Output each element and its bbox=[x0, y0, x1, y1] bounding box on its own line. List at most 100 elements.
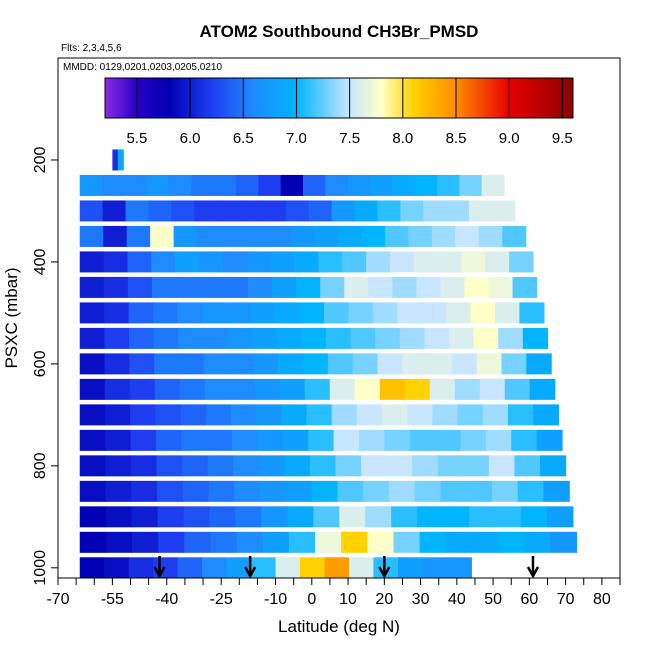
heatmap-cell bbox=[485, 429, 512, 451]
x-tick-label: -25 bbox=[210, 591, 233, 608]
heatmap-cell bbox=[393, 531, 421, 553]
chart-title: ATOM2 Southbound CH3Br_PMSD bbox=[200, 22, 479, 41]
heatmap-cell bbox=[533, 404, 559, 426]
heatmap-cell bbox=[361, 455, 388, 477]
heatmap-cell bbox=[126, 225, 151, 247]
heatmap-cell bbox=[311, 480, 338, 502]
heatmap-cell bbox=[373, 557, 399, 579]
heatmap-cell bbox=[128, 302, 154, 324]
heatmap-cell bbox=[320, 276, 345, 298]
heatmap-cell bbox=[254, 378, 281, 400]
heatmap-cell bbox=[414, 174, 438, 196]
heatmap-cell bbox=[479, 378, 506, 400]
heatmap-cell bbox=[148, 200, 172, 222]
heatmap-cell bbox=[79, 353, 106, 375]
y-axis: 200 400 600 800 1000 bbox=[32, 147, 59, 586]
heatmap-cell bbox=[511, 429, 538, 451]
heatmap-cell bbox=[79, 251, 105, 273]
heatmap-cell bbox=[178, 327, 204, 349]
heatmap-cell bbox=[194, 200, 218, 222]
heatmap-cell bbox=[130, 429, 157, 451]
heatmap-cell bbox=[451, 353, 478, 375]
y-tick-label: 600 bbox=[32, 350, 49, 377]
heatmap-cell bbox=[262, 531, 290, 553]
heatmap-cell bbox=[361, 225, 386, 247]
heatmap-cell bbox=[443, 506, 470, 528]
heatmap-cell bbox=[229, 378, 256, 400]
heatmap-cell bbox=[275, 302, 301, 324]
heatmap-cell bbox=[423, 200, 447, 222]
x-tick-label: 60 bbox=[520, 591, 538, 608]
colorbar-gradient bbox=[104, 77, 574, 119]
heatmap-cell bbox=[324, 557, 350, 579]
heatmap-cell bbox=[352, 353, 379, 375]
heatmap-cell bbox=[449, 327, 475, 349]
x-axis-label: Latitude (deg N) bbox=[278, 617, 400, 636]
heatmap-cell bbox=[79, 480, 107, 502]
heatmap-cell bbox=[128, 327, 155, 349]
heatmap-cell bbox=[261, 506, 288, 528]
heatmap-cell bbox=[495, 302, 521, 324]
heatmap-cell bbox=[446, 557, 472, 579]
heatmap-cell bbox=[354, 200, 379, 222]
heatmap-cell bbox=[146, 174, 170, 196]
heatmap-cell bbox=[127, 251, 152, 273]
heatmap-cell bbox=[154, 353, 180, 375]
heatmap-cell bbox=[253, 353, 279, 375]
heatmap-cell bbox=[457, 404, 484, 426]
colorbar-tick-label: 6.0 bbox=[180, 130, 201, 147]
heatmap-cell bbox=[502, 225, 527, 247]
heatmap-cell bbox=[466, 480, 493, 502]
x-tick-label: 50 bbox=[484, 591, 502, 608]
heatmap-cell bbox=[178, 353, 205, 375]
heatmap-cell bbox=[446, 302, 472, 324]
heatmap-cell bbox=[235, 506, 263, 528]
heatmap-cell bbox=[79, 531, 107, 553]
heatmap-cell bbox=[117, 149, 124, 171]
heatmap-cell bbox=[104, 557, 130, 579]
heatmap-cell bbox=[318, 251, 343, 273]
heatmap-cell bbox=[213, 174, 237, 196]
heatmap-cell bbox=[252, 327, 278, 349]
heatmap-cell bbox=[104, 353, 130, 375]
heatmap-cell bbox=[204, 378, 231, 400]
heatmap-cell bbox=[280, 174, 304, 196]
heatmap-cell bbox=[105, 480, 132, 502]
heatmap-cell bbox=[171, 200, 195, 222]
heatmap-cell bbox=[512, 276, 538, 298]
heatmap-cell bbox=[102, 200, 127, 222]
heatmap-cell bbox=[402, 353, 428, 375]
heatmap-cell bbox=[435, 429, 462, 451]
heatmap-cell bbox=[275, 557, 301, 579]
heatmap-cell bbox=[526, 353, 552, 375]
heatmap-cell bbox=[421, 302, 447, 324]
heatmap-cell bbox=[226, 302, 252, 324]
heatmap-cell bbox=[199, 251, 224, 273]
heatmap-cell bbox=[365, 506, 392, 528]
heatmap-cell bbox=[422, 557, 448, 579]
heatmap-cell bbox=[375, 327, 401, 349]
heatmap-cell bbox=[105, 455, 132, 477]
latitude-arrow bbox=[153, 556, 166, 579]
heatmap-cell bbox=[324, 302, 350, 324]
x-tick-label: -70 bbox=[46, 591, 69, 608]
heatmap-cell bbox=[79, 276, 105, 298]
dates-subtitle: MMDD: 0129,0201,0203,0205,0210 bbox=[63, 62, 222, 73]
heatmap-cell bbox=[296, 276, 321, 298]
heatmap-cell bbox=[207, 455, 234, 477]
colorbar: 5.5 6.0 6.5 7.0 7.5 8.0 8.5 9.0 9.5 bbox=[104, 77, 574, 147]
heatmap-cell bbox=[285, 480, 313, 502]
heatmap-cell bbox=[288, 531, 316, 553]
heatmap-cell bbox=[413, 251, 439, 273]
heatmap-cell bbox=[177, 557, 203, 579]
heatmap-cell bbox=[391, 506, 418, 528]
heatmap-cell bbox=[501, 353, 527, 375]
heatmap-cell bbox=[470, 302, 496, 324]
heatmap-cell bbox=[543, 480, 570, 502]
heatmap-cell bbox=[445, 531, 473, 553]
x-axis: -70 -55 -40 -25 -10 0 10 20 30 40 50 60 70 80 bbox=[46, 577, 621, 608]
heatmap-cell bbox=[105, 429, 132, 451]
heatmap-cell bbox=[519, 302, 545, 324]
heatmap-cell bbox=[130, 404, 156, 426]
heatmap-cell bbox=[417, 506, 444, 528]
